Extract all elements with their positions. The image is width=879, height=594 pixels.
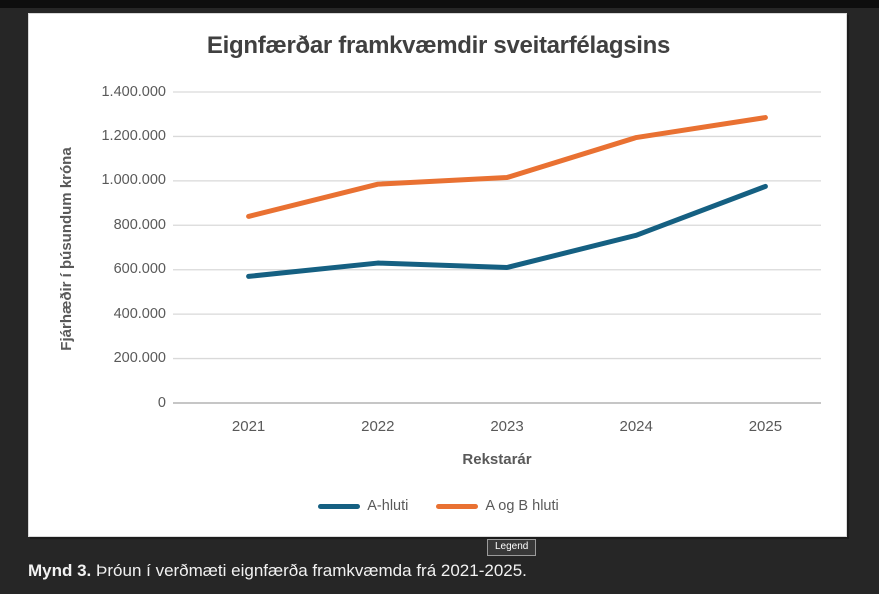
y-tick-label: 1.400.000 <box>101 83 166 100</box>
y-tick-label: 0 <box>157 394 166 411</box>
chart-svg <box>173 91 821 404</box>
y-tick-label: 600.000 <box>113 261 166 278</box>
legend-label: A og B hluti <box>485 498 559 514</box>
legend-tooltip: Legend <box>487 539 537 556</box>
figure-caption: Mynd 3. Þróun í verðmæti eignfærða framk… <box>28 561 858 581</box>
x-tick-label: 2022 <box>361 418 395 435</box>
legend-swatch <box>318 503 361 509</box>
y-tick-label: 800.000 <box>113 216 166 233</box>
series-line-a-og-b-hluti[interactable] <box>246 115 768 219</box>
y-tick-label: 200.000 <box>113 350 166 367</box>
caption-text: Þróun í verðmæti eignfærða framkvæmda fr… <box>96 561 527 580</box>
x-tick-label: 2021 <box>231 418 266 435</box>
series-line-a-hluti[interactable] <box>246 183 768 279</box>
x-tick-label: 2023 <box>490 418 524 435</box>
legend-item-a-hluti[interactable]: A-hluti <box>318 498 408 514</box>
x-axis-title: Rekstarár <box>462 451 532 468</box>
x-tick-label: 2024 <box>619 418 653 435</box>
y-tick-label: 400.000 <box>113 305 166 322</box>
y-axis-title: Fjárhæðir í þúsundum króna <box>58 147 75 351</box>
caption-label: Mynd 3. <box>28 561 92 580</box>
y-tick-label: 1.000.000 <box>101 172 166 189</box>
chart-card: Eignfærðar framkvæmdir sveitarfélagsins … <box>28 13 847 537</box>
window-top-edge <box>0 0 879 8</box>
y-tick-label: 1.200.000 <box>101 127 166 144</box>
legend[interactable]: A-hluti A og B hluti <box>29 498 848 514</box>
legend-item-a-og-b-hluti[interactable]: A og B hluti <box>436 498 559 514</box>
legend-swatch <box>436 503 479 509</box>
x-tick-label: 2025 <box>748 418 783 435</box>
chart-title: Eignfærðar framkvæmdir sveitarfélagsins <box>206 32 671 59</box>
legend-label: A-hluti <box>367 498 409 514</box>
